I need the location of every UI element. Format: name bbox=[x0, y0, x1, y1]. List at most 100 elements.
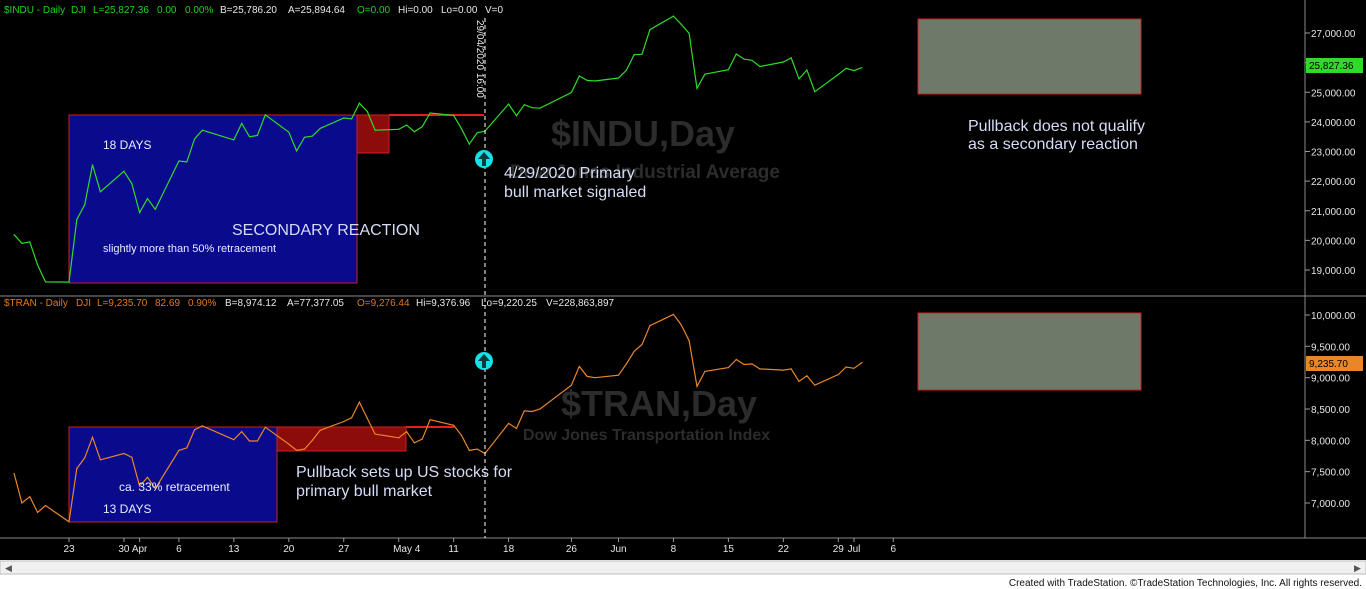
indu-ytick-label: 21,000.00 bbox=[1311, 207, 1356, 218]
tran-data-point bbox=[358, 401, 360, 403]
indu-last-price-tag: 25,827.36 bbox=[1306, 58, 1363, 73]
indu-data-point bbox=[84, 204, 86, 206]
tran-data-point bbox=[586, 375, 588, 377]
tran-data-point bbox=[837, 373, 839, 376]
tran-signal-marker[interactable] bbox=[475, 352, 493, 370]
indu-data-point bbox=[358, 102, 360, 104]
indu-data-point bbox=[790, 57, 792, 59]
indu-data-point bbox=[806, 69, 808, 71]
indu-data-point bbox=[398, 128, 400, 130]
arrow-up-icon bbox=[478, 152, 490, 166]
indu-data-point bbox=[751, 59, 753, 61]
tran-data-point bbox=[178, 449, 180, 451]
tran-data-point bbox=[406, 431, 408, 433]
indu-data-point bbox=[625, 69, 628, 71]
xtick-label: 27 bbox=[338, 544, 350, 555]
tran-data-point bbox=[154, 488, 156, 490]
indu-data-point bbox=[633, 54, 635, 56]
xtick-label: Apr bbox=[132, 544, 148, 555]
indu-watermark-name: Dow Jones Industrial Average bbox=[510, 162, 780, 183]
tran-data-point bbox=[311, 439, 313, 441]
indu-ytick-label: 19,000.00 bbox=[1311, 266, 1356, 277]
tran-pullback-grey-box bbox=[917, 312, 1142, 391]
tran-data-point bbox=[727, 367, 730, 369]
indu-data-point bbox=[460, 128, 463, 130]
tran-data-point bbox=[186, 447, 188, 449]
tran-data-point bbox=[131, 456, 133, 458]
tran-data-point bbox=[782, 369, 785, 371]
horizontal-scrollbar[interactable] bbox=[0, 560, 1366, 575]
indu-data-point bbox=[99, 191, 101, 193]
indu-ytick-label: 25,000.00 bbox=[1311, 88, 1356, 99]
indu-data-point bbox=[413, 131, 415, 133]
indu-header-ask: A=25,894.64 bbox=[288, 5, 345, 16]
tran-data-point bbox=[751, 363, 753, 365]
indu-ytick-label: 24,000.00 bbox=[1311, 118, 1356, 129]
tran-header-high: Hi=9,376.96 bbox=[416, 298, 471, 309]
indu-data-point bbox=[523, 104, 525, 106]
tran-data-point bbox=[845, 366, 847, 368]
indu-points bbox=[13, 15, 863, 283]
primary-signal-line2: bull market signaled bbox=[504, 184, 646, 201]
indu-data-point bbox=[421, 126, 423, 128]
indu-data-point bbox=[37, 264, 39, 266]
scroll-right-icon[interactable]: ▶ bbox=[1354, 563, 1361, 573]
indu-ytick-label: 22,000.00 bbox=[1311, 177, 1356, 188]
indu-data-point bbox=[343, 117, 345, 119]
tran-ytick-label: 9,000.00 bbox=[1311, 374, 1350, 385]
indu-data-point bbox=[351, 118, 353, 120]
tran-ytick-label: 10,000.00 bbox=[1311, 311, 1356, 322]
tran-header-open: O=9,276.44 bbox=[357, 298, 410, 309]
time-axis: 23 30 Apr 6 13 20 27 May 4 11 18 26 Jun 8 15 22 29 Jul 6 bbox=[63, 538, 897, 555]
tran-data-point bbox=[256, 440, 258, 442]
indu-data-point bbox=[735, 53, 737, 55]
indu-data-point bbox=[264, 114, 266, 116]
xtick-label: 22 bbox=[778, 544, 790, 555]
tran-data-point bbox=[759, 368, 761, 370]
tran-data-point bbox=[351, 417, 353, 419]
indu-data-point bbox=[798, 78, 800, 80]
tran-data-point bbox=[429, 419, 431, 421]
tran-data-point bbox=[319, 429, 321, 431]
indu-data-point bbox=[476, 132, 478, 134]
tran-ytick-label: 8,000.00 bbox=[1311, 436, 1350, 447]
tran-data-point bbox=[523, 410, 525, 412]
tran-header-last: L=9,235.70 bbox=[97, 298, 148, 309]
indu-header-symbol: $INDU - Daily bbox=[4, 5, 65, 16]
indu-data-point bbox=[178, 160, 180, 162]
footer-copyright: Created with TradeStation. ©TradeStation… bbox=[1009, 578, 1362, 589]
indu-header-open: O=0.00 bbox=[357, 5, 391, 16]
secondary-reaction-box bbox=[68, 114, 358, 284]
tran-header-change: 82.69 bbox=[155, 298, 180, 309]
tran-data-point bbox=[814, 384, 816, 386]
tran-data-point bbox=[515, 427, 518, 429]
indu-data-point bbox=[570, 91, 573, 94]
indu-data-point bbox=[837, 73, 839, 76]
tran-data-point bbox=[366, 417, 368, 419]
indu-header-low: Lo=0.00 bbox=[441, 5, 478, 16]
indu-data-point bbox=[743, 58, 745, 60]
indu-data-point bbox=[146, 198, 149, 200]
tran-data-point bbox=[296, 449, 298, 451]
indu-data-point bbox=[201, 129, 203, 131]
indu-header: $INDU - Daily DJI L=25,827.36 0.00 0.00%… bbox=[4, 5, 504, 16]
days-13-label: 13 DAYS bbox=[103, 502, 151, 516]
tran-watermark-symbol: $TRAN,Day bbox=[561, 383, 757, 424]
days-18-label: 18 DAYS bbox=[103, 138, 151, 152]
tran-data-point bbox=[21, 502, 23, 504]
indu-data-point bbox=[680, 23, 682, 25]
tran-data-point bbox=[696, 385, 698, 387]
indu-header-last: L=25,827.36 bbox=[93, 5, 149, 16]
indu-signal-marker[interactable] bbox=[475, 150, 493, 168]
scroll-left-icon[interactable]: ◀ bbox=[5, 563, 12, 573]
xtick-label: 11 bbox=[448, 544, 459, 555]
retracement-50-label: slightly more than 50% retracement bbox=[103, 243, 276, 255]
xtick-label: 30 bbox=[118, 544, 130, 555]
indu-data-point bbox=[641, 53, 643, 55]
indu-ytick-label: 27,000.00 bbox=[1311, 29, 1356, 40]
indu-data-point bbox=[508, 103, 510, 105]
indu-watermark-symbol: $INDU,Day bbox=[551, 113, 735, 154]
indu-data-point bbox=[861, 67, 863, 69]
tran-data-point bbox=[641, 343, 643, 346]
indu-data-point bbox=[578, 75, 580, 77]
